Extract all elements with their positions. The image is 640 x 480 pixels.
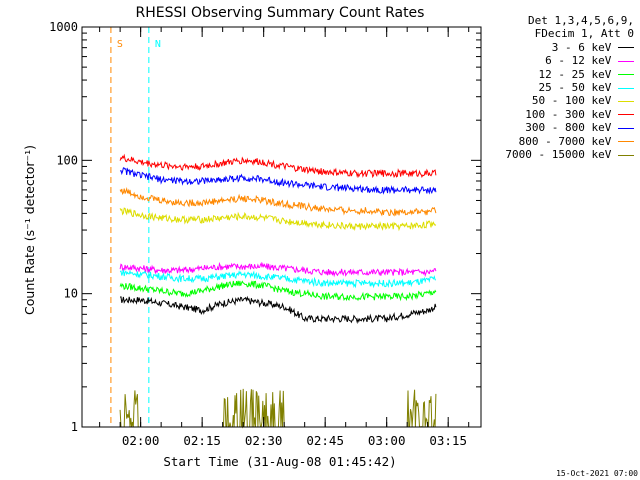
legend-swatch-1 [618, 60, 634, 62]
series-line-5 [119, 153, 437, 179]
x-tick-label-3: 02:45 [306, 433, 344, 448]
legend-entry-5: 100 - 300 keV [505, 108, 634, 121]
legend-swatch-6 [618, 127, 634, 129]
marker-label-n: N [155, 39, 161, 50]
legend-swatch-8 [618, 154, 634, 156]
y-tick-label-1: 10 [64, 287, 78, 301]
legend-entry-4: 50 - 100 keV [505, 94, 634, 107]
legend-label-1: 6 - 12 keV [545, 54, 618, 68]
legend-entry-2: 12 - 25 keV [505, 68, 634, 81]
legend-swatch-5 [618, 114, 634, 116]
x-tick-label-0: 02:00 [122, 433, 160, 448]
x-tick-label-4: 03:00 [368, 433, 406, 448]
y-axis-label: Count Rate (s⁻¹ detector⁻¹) [22, 145, 37, 315]
series-line-1 [119, 261, 437, 278]
legend-header-line-2: FDecim 1, Att 0 [534, 27, 634, 41]
legend-header-line-1: Det 1,3,4,5,6,9, [528, 14, 634, 27]
legend-swatch-7 [618, 141, 634, 143]
y-tick-label-3: 1000 [49, 20, 78, 34]
series-line-8 [119, 388, 437, 429]
legend-label-2: 12 - 25 keV [538, 67, 618, 81]
y-tick-label-2: 100 [56, 153, 78, 167]
y-tick-label-0: 1 [71, 420, 78, 434]
series-line-2 [119, 280, 437, 302]
legend-entry-6: 300 - 800 keV [505, 121, 634, 134]
legend-swatch-4 [618, 100, 634, 102]
legend-label-0: 3 - 6 keV [551, 40, 618, 54]
series-line-0 [119, 295, 437, 325]
legend-entry-1: 6 - 12 keV [505, 54, 634, 67]
legend-label-8: 7000 - 15000 keV [505, 148, 618, 162]
x-axis-label: Start Time (31-Aug-08 01:45:42) [163, 454, 396, 469]
legend-entry-3: 25 - 50 keV [505, 81, 634, 94]
chart-title: RHESSI Observing Summary Count Rates [136, 5, 425, 21]
legend-entry-7: 800 - 7000 keV [505, 135, 634, 148]
legend-label-3: 25 - 50 keV [538, 81, 618, 95]
x-tick-label-2: 02:30 [245, 433, 283, 448]
series-line-4 [119, 207, 437, 232]
render-timestamp: 15-Oct-2021 07:00 [556, 469, 638, 478]
legend-label-4: 50 - 100 keV [531, 94, 618, 108]
plot-frame [81, 26, 482, 428]
x-tick-label-5: 03:15 [429, 433, 467, 448]
legend-entry-0: 3 - 6 keV [505, 41, 634, 54]
legend-swatch-0 [618, 47, 634, 49]
series-line-3 [119, 269, 437, 289]
legend: Det 1,3,4,5,6,9, FDecim 1, Att 0 3 - 6 k… [505, 14, 634, 161]
legend-label-5: 100 - 300 keV [525, 107, 618, 121]
series-line-7 [119, 187, 437, 217]
legend-label-6: 300 - 800 keV [525, 121, 618, 135]
legend-swatch-2 [618, 74, 634, 76]
marker-label-s: S [117, 39, 123, 50]
legend-swatch-3 [618, 87, 634, 89]
legend-entry-8: 7000 - 15000 keV [505, 148, 634, 161]
series-line-6 [119, 167, 437, 195]
legend-label-7: 800 - 7000 keV [518, 134, 618, 148]
x-tick-label-1: 02:15 [183, 433, 221, 448]
